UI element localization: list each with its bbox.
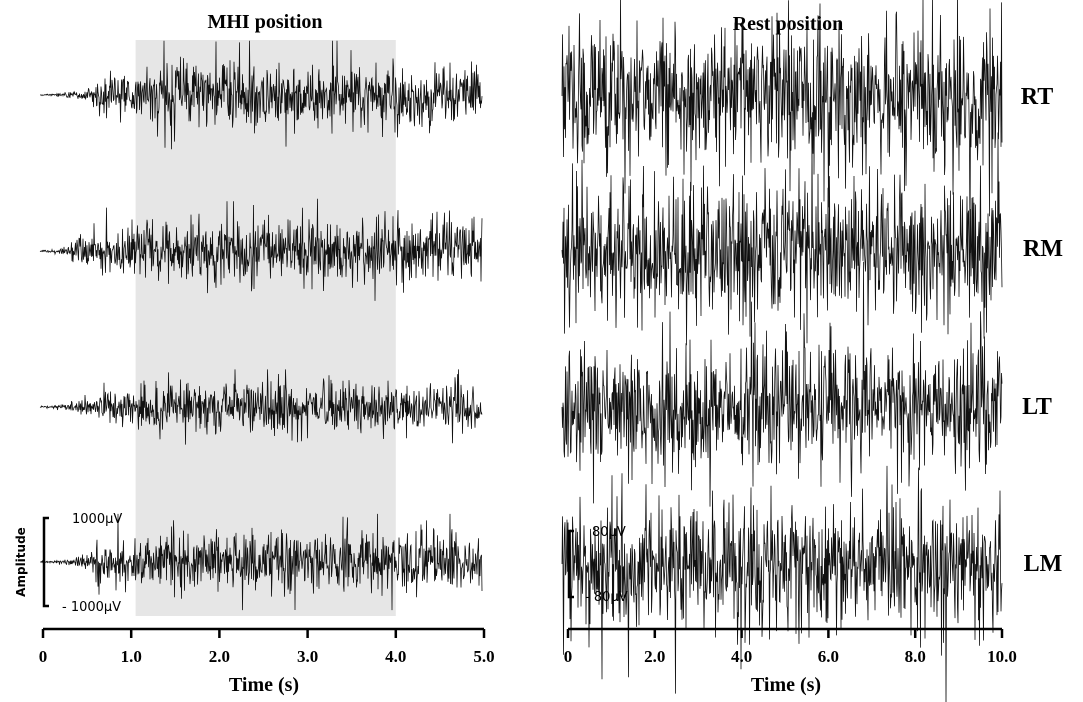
left-x-tick-label: 5.0: [473, 647, 494, 666]
right-x-axis-title: Time (s): [751, 674, 821, 696]
left-scale-top-label: 1000µV: [72, 512, 122, 527]
right-x-axis: 0 2.0 4.0 6.0 8.0 10.0: [564, 627, 1017, 666]
channel-label-rm: RM: [1023, 236, 1063, 262]
rest-traces: [561, 0, 1003, 702]
rest-trace-lt: [561, 261, 1003, 507]
rest-trace-rm: [561, 132, 1003, 346]
rest-trace-rt: [561, 0, 1003, 254]
left-x-axis-title: Time (s): [229, 674, 299, 696]
right-amplitude-scale-bar: [567, 529, 574, 599]
left-x-tick-label: 2.0: [209, 647, 230, 666]
mhi-traces: [39, 40, 483, 611]
mhi-highlight-region: [135, 40, 396, 616]
right-x-tick-label: 8.0: [905, 647, 926, 666]
left-panel-title: MHI position: [207, 11, 322, 33]
mhi-trace-lm: [40, 513, 483, 611]
channel-label-lm: LM: [1024, 551, 1063, 577]
right-scale-top-label: 80µV: [592, 525, 626, 540]
left-x-tick-label: 0: [39, 647, 48, 666]
mhi-trace-rm: [39, 198, 483, 301]
right-scale-bottom-label: - 80µV: [585, 590, 628, 605]
right-x-tick-label: 4.0: [731, 647, 752, 666]
left-x-axis: 0 1.0 2.0 3.0 4.0 5.0: [39, 627, 495, 666]
left-amplitude-scale-bar: [42, 516, 49, 608]
left-x-tick-label: 1.0: [121, 647, 142, 666]
right-x-tick-label: 2.0: [644, 647, 665, 666]
right-x-tick-label: 6.0: [818, 647, 839, 666]
mhi-trace-lt: [39, 369, 483, 445]
channel-label-lt: LT: [1022, 394, 1052, 420]
channel-label-rt: RT: [1021, 84, 1054, 110]
amplitude-label: Amplitude: [14, 527, 28, 597]
left-scale-bottom-label: - 1000µV: [62, 600, 121, 615]
mhi-trace-rt: [39, 40, 483, 150]
right-x-tick-label: 10.0: [987, 647, 1017, 666]
left-x-tick-label: 4.0: [385, 647, 406, 666]
rest-trace-lm: [561, 465, 1003, 702]
left-x-tick-label: 3.0: [297, 647, 318, 666]
right-x-tick-label: 0: [564, 647, 573, 666]
